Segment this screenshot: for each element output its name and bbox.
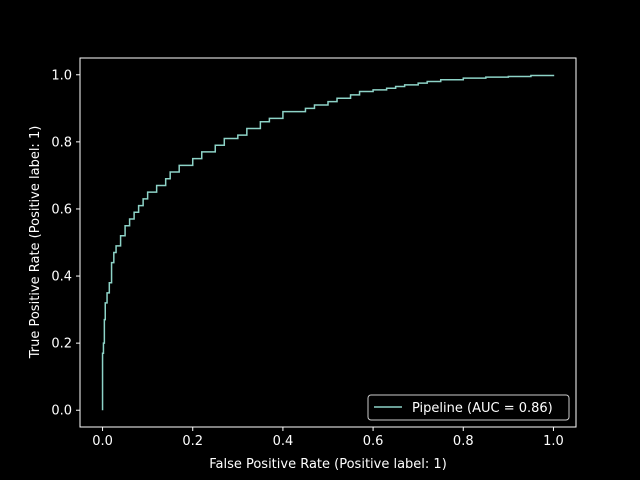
legend-box <box>367 394 570 421</box>
y-tick-label-5: 1.0 <box>51 68 72 83</box>
y-tick-label-2: 0.4 <box>51 270 72 285</box>
y-tick-label-3: 0.6 <box>51 202 72 217</box>
x-tick-label-0: 0.0 <box>92 434 113 449</box>
series-line-0 <box>101 74 555 411</box>
y-tick-label-4: 0.8 <box>51 135 72 150</box>
x-tick-label-5: 1.0 <box>543 434 564 449</box>
legend: Pipeline (AUC = 0.86) <box>367 394 570 421</box>
y-tick-label-0: 0.0 <box>51 404 72 419</box>
axes-frame <box>79 57 577 428</box>
y-axis-label: True Positive Rate (Positive label: 1) <box>28 126 43 360</box>
x-axis-label: False Positive Rate (Positive label: 1) <box>209 457 447 472</box>
x-tick-label-2: 0.4 <box>273 434 294 449</box>
x-tick-label-4: 0.8 <box>453 434 474 449</box>
legend-label-pipeline: Pipeline (AUC = 0.86) <box>412 401 553 416</box>
x-tick-label-3: 0.6 <box>363 434 384 449</box>
y-tick-label-1: 0.2 <box>51 337 72 352</box>
x-tick-label-1: 0.2 <box>182 434 203 449</box>
